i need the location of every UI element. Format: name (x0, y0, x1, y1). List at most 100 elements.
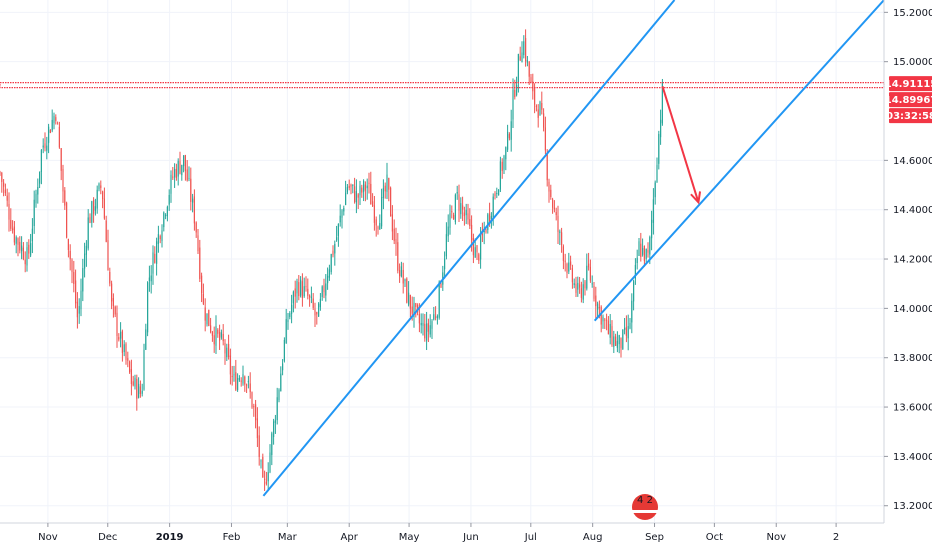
candle-body (645, 248, 647, 259)
candle-body (226, 347, 228, 358)
candle-body (12, 228, 14, 231)
candle-body (395, 239, 397, 245)
time-axis[interactable]: Nov Dec 2019 Feb Mar Apr May Jun Jul Aug Sep Oct Nov… (38, 523, 839, 543)
candle-body (0, 172, 1, 174)
candle-body (620, 338, 622, 348)
candle-body (370, 183, 372, 205)
price-tick-label: 13.20000 (893, 501, 932, 512)
candle-body (478, 254, 480, 261)
candle-body (469, 219, 471, 226)
trendline-channel[interactable] (593, 0, 885, 322)
candle-body (78, 306, 80, 314)
candle-body (165, 214, 167, 216)
candle-body (210, 325, 212, 332)
price-tick-label: 14.00000 (893, 304, 932, 315)
candle-body (130, 369, 132, 384)
resistance-line[interactable] (0, 82, 885, 89)
candle-body (516, 84, 518, 96)
candle-body (55, 117, 57, 121)
candle-body (102, 191, 104, 200)
candle-body (44, 143, 46, 149)
candle-body (433, 314, 435, 320)
candle-body (431, 321, 433, 329)
candle-body (575, 283, 577, 293)
price-tag-label: 14.89967 (885, 95, 932, 106)
candle-body (408, 292, 410, 305)
candle-body (485, 229, 487, 233)
candle-body (458, 194, 460, 211)
tradingview-watermark[interactable]: 4 2 (632, 494, 658, 520)
candle-body (377, 227, 379, 229)
candle-body (183, 155, 185, 167)
candle-body (354, 186, 356, 203)
candle-body (91, 201, 93, 223)
price-tag-label: 03:32:58 (886, 111, 932, 122)
chart-drawings[interactable] (0, 0, 885, 497)
time-tick-label: May (399, 532, 420, 543)
candle-body (103, 198, 105, 219)
candle-body (139, 386, 141, 394)
price-tag-bg (889, 76, 932, 92)
candle-body (472, 238, 474, 256)
candle-body (229, 355, 231, 375)
candle-body (184, 155, 186, 171)
candle-body (372, 201, 374, 207)
candle-body (577, 282, 579, 290)
candle-body (258, 435, 260, 457)
candle-body (366, 185, 368, 189)
candle-body (649, 237, 651, 255)
candle-body (98, 183, 100, 190)
candle-body (598, 306, 600, 309)
time-tick-label: Jun (462, 532, 479, 543)
candle-body (109, 271, 111, 284)
candle-body (591, 283, 593, 285)
candle-body (327, 275, 329, 284)
candle-body (280, 373, 282, 392)
candle-body (255, 404, 257, 421)
price-axis[interactable]: 15.20000 15.00000 14.60000 14.40000 14.20000… (884, 8, 932, 512)
candle-body (427, 323, 429, 332)
candle-body (658, 134, 660, 164)
candle-body (447, 226, 449, 237)
candle-body (382, 188, 384, 198)
candle-body (343, 208, 345, 212)
candle-body (375, 219, 377, 226)
candle-body (276, 397, 278, 421)
candle-body (435, 316, 437, 318)
candle-body (517, 53, 519, 83)
trendline-lower[interactable] (262, 0, 676, 497)
candle-body (557, 215, 559, 232)
candle-body (571, 268, 573, 283)
candle-body (228, 344, 230, 358)
candle-body (481, 234, 483, 236)
price-tick-label: 13.60000 (893, 403, 932, 414)
candle-body (64, 190, 66, 206)
candle-body (625, 327, 627, 336)
candle-body (474, 247, 476, 258)
candle-body (573, 283, 575, 286)
candle-body (190, 178, 192, 202)
forecast-arrow[interactable] (661, 86, 700, 203)
time-tick-label: Jul (524, 532, 537, 543)
candle-body (444, 258, 446, 270)
candle-body (424, 323, 426, 339)
candle-body (136, 378, 138, 399)
candle-body (273, 421, 275, 438)
candle-body (341, 210, 343, 218)
candle-body (391, 214, 393, 232)
candle-body (532, 81, 534, 92)
candle-body (402, 269, 404, 284)
candle-body (201, 275, 203, 294)
candle-body (21, 245, 23, 252)
candle-body (487, 214, 489, 230)
candle-body (57, 123, 59, 125)
candle-body (141, 390, 143, 394)
candle-body (150, 275, 152, 282)
candle-body (611, 326, 613, 346)
candle-body (204, 307, 206, 321)
candle-body (197, 235, 199, 252)
time-tick-label: Mar (278, 532, 298, 543)
candle-body (24, 259, 26, 265)
candle-body (283, 340, 285, 361)
